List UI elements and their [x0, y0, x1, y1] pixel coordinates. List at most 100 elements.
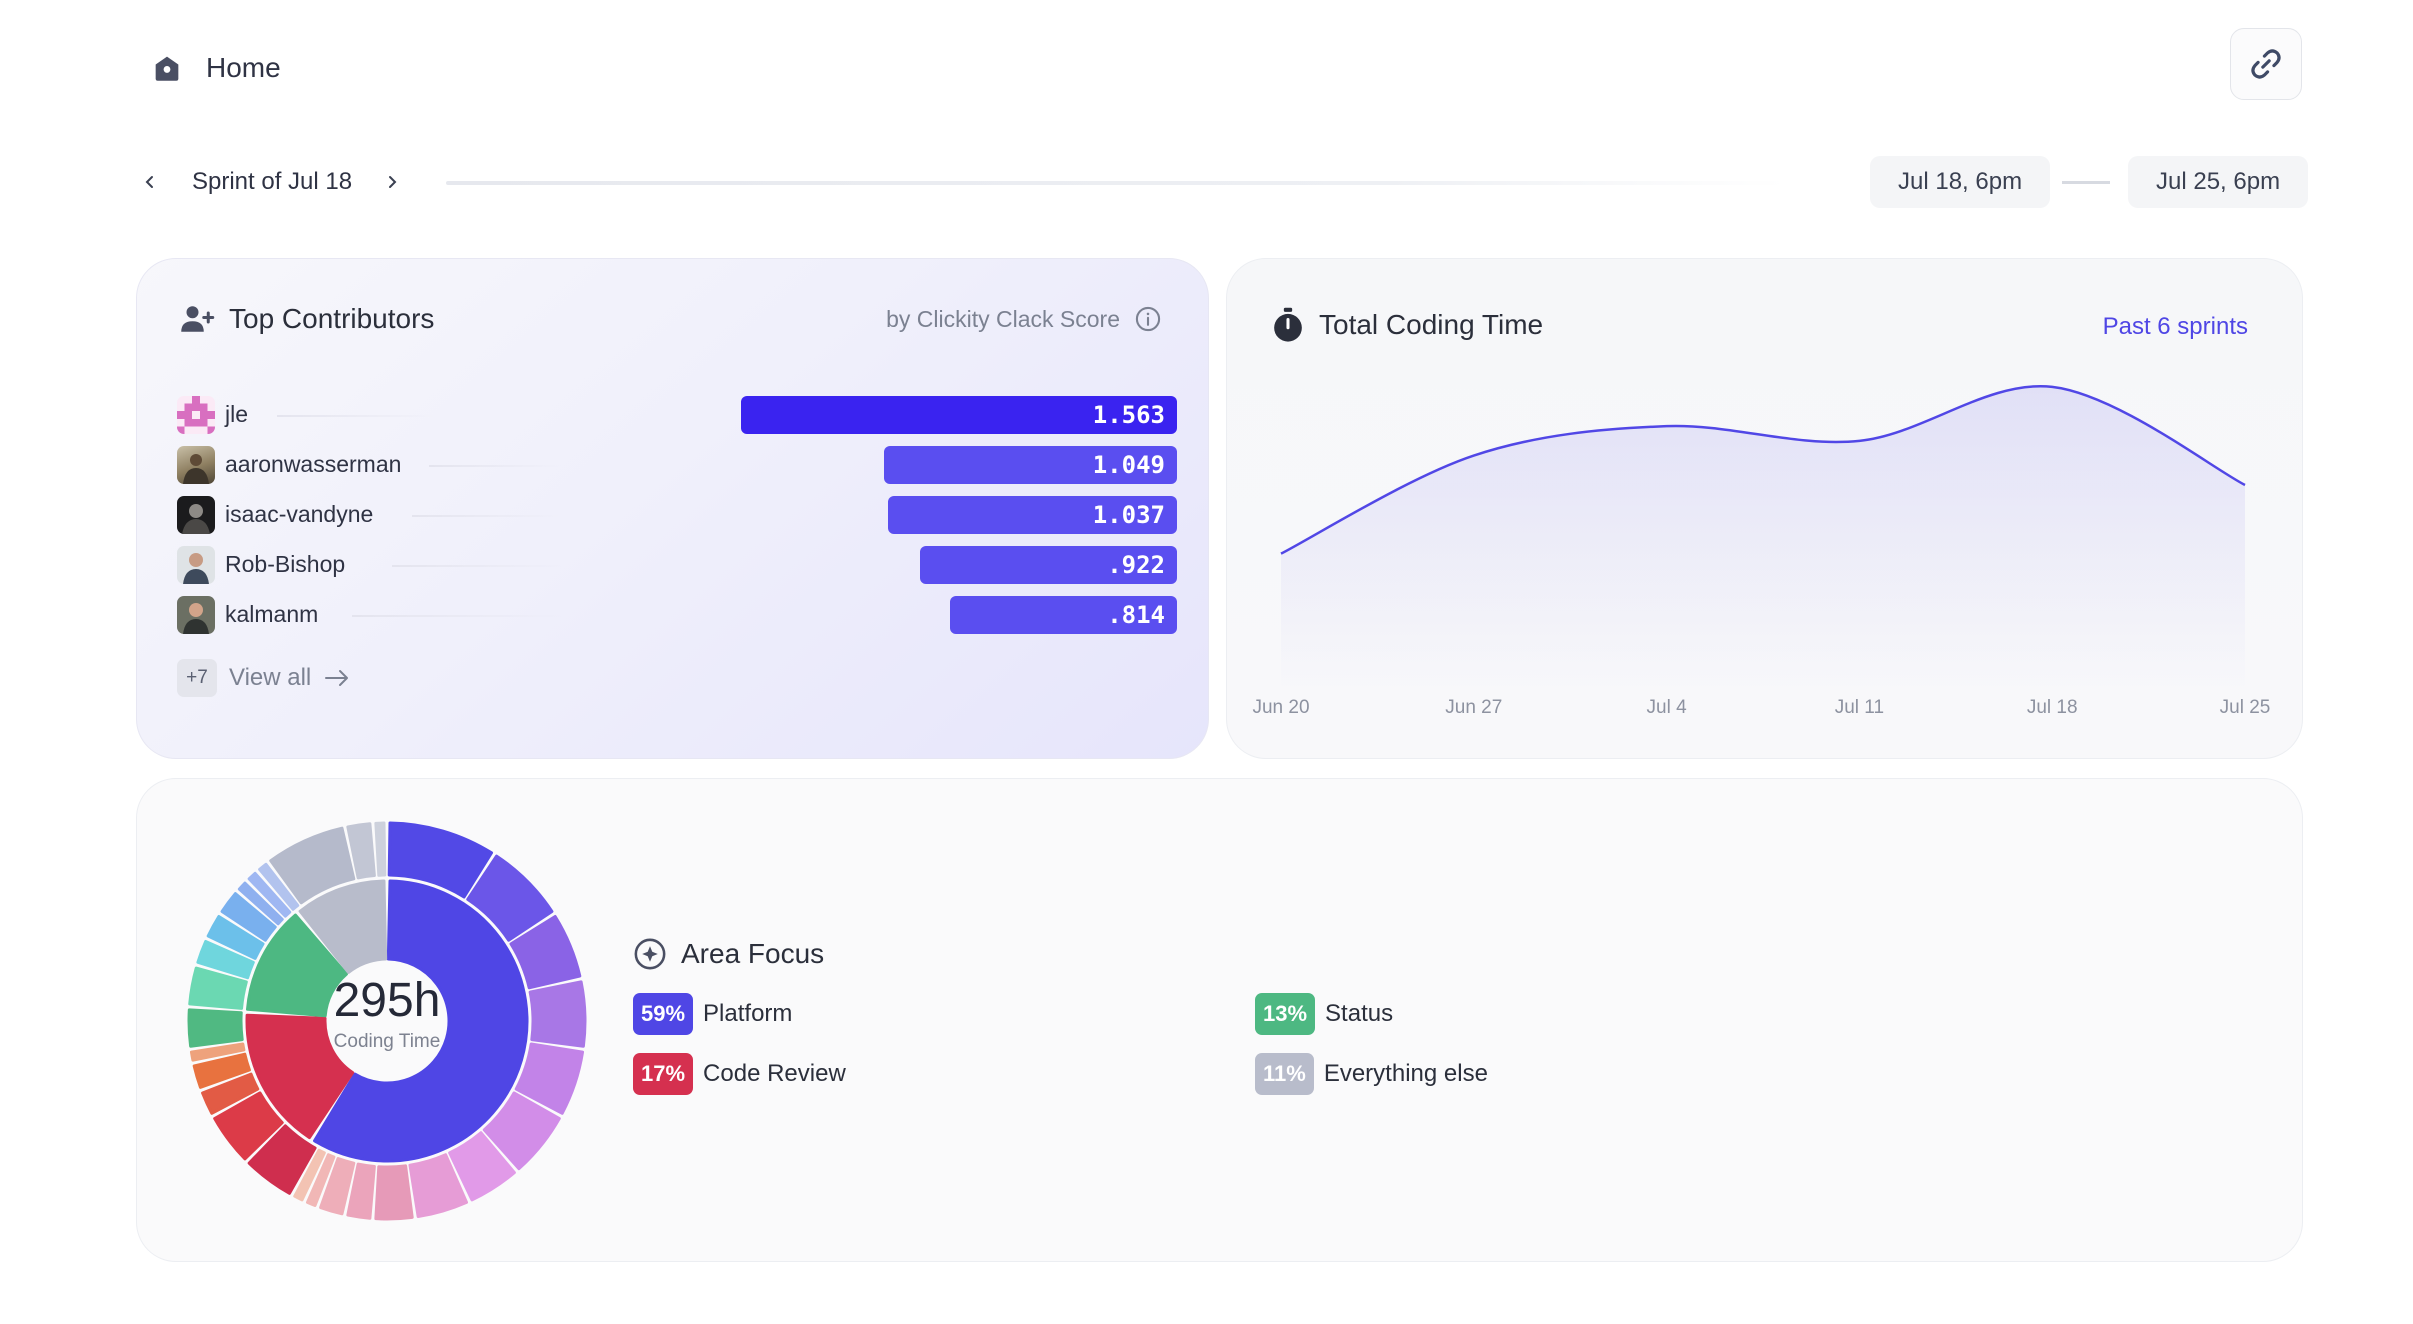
section-title: Area Focus [681, 938, 825, 969]
info-icon[interactable] [1134, 305, 1162, 333]
date-range-separator [2062, 181, 2110, 184]
contributor-name: jle [225, 401, 249, 427]
donut-outer-slice[interactable] [220, 892, 277, 942]
legend-item-status[interactable]: 13% Status [1255, 993, 1393, 1035]
x-tick-label: Jul 4 [1646, 697, 1687, 718]
donut-outer-slice[interactable] [258, 862, 300, 911]
donut-outer-slice[interactable] [293, 1148, 326, 1202]
section-title: Top Contributors [229, 303, 435, 334]
copy-link-button[interactable] [2230, 28, 2302, 100]
score-bar: .814 [949, 596, 1177, 634]
coding-time-chart [1280, 384, 2246, 691]
legend-item-code-review[interactable]: 17% Code Review [633, 1053, 846, 1095]
donut-outer-slice[interactable] [448, 1131, 516, 1202]
next-sprint-button[interactable] [380, 170, 404, 194]
contributor-row[interactable]: kalmanm .814 [177, 596, 1177, 634]
user-plus-icon [181, 306, 215, 332]
total-coding-time-card: Total Coding Time Past 6 sprints Jun 20 … [1226, 258, 2303, 759]
donut-outer-slice[interactable] [346, 1162, 376, 1220]
donut-outer-slice[interactable] [408, 1153, 469, 1219]
donut-outer-slice[interactable] [528, 980, 587, 1048]
coding-time-area [1281, 386, 2245, 691]
home-icon[interactable] [150, 51, 184, 85]
avatar [177, 446, 215, 484]
score-subtitle: by Clickity Clack Score [886, 305, 1162, 333]
legend-label: Platform [703, 1000, 793, 1027]
donut-outer-slice[interactable] [319, 1157, 356, 1216]
donut-outer-slice[interactable] [374, 821, 387, 877]
score-bar: 1.037 [887, 496, 1177, 534]
percent-badge: 59% [633, 993, 694, 1035]
coding-time-title: Total Coding Time [1271, 307, 1543, 343]
contributor-row[interactable]: isaac-vandyne 1.037 [177, 496, 1177, 534]
avatar [177, 546, 215, 584]
donut-outer-slice[interactable] [237, 881, 284, 926]
donut-outer-slice[interactable] [269, 826, 356, 905]
donut-outer-slice[interactable] [247, 871, 292, 918]
x-tick-label: Jun 20 [1252, 697, 1310, 718]
donut-inner-slice[interactable] [298, 879, 388, 974]
legend-label: Code Review [703, 1060, 846, 1087]
donut-outer-slice[interactable] [305, 1153, 336, 1207]
top-contributors-title: Top Contributors [179, 301, 434, 337]
sprint-navigator: Sprint of Jul 18 [138, 156, 404, 208]
contributor-row[interactable]: aaronwasserman 1.049 [177, 446, 1177, 484]
leader-line [277, 415, 437, 417]
area-focus-card: 295h Coding Time Area Focus 59% Platform… [136, 778, 2303, 1262]
coding-time-line [1280, 384, 2246, 555]
donut-outer-slice[interactable] [247, 1124, 317, 1195]
view-all-link[interactable]: +7 View all [177, 659, 351, 697]
percent-badge: 11% [1255, 1053, 1314, 1095]
x-tick-label: Jun 27 [1445, 697, 1503, 718]
donut-outer-slice[interactable] [189, 1042, 246, 1062]
percent-badge: 17% [633, 1053, 694, 1095]
page-title[interactable]: Home [206, 52, 281, 83]
sprint-end-date[interactable]: Jul 25, 6pm [2128, 156, 2309, 208]
donut-outer-slice[interactable] [206, 914, 265, 960]
donut-outer-slice[interactable] [187, 1008, 244, 1048]
previous-sprint-button[interactable] [138, 170, 162, 194]
donut-outer-slice[interactable] [201, 1072, 260, 1115]
chevron-right-icon [389, 176, 397, 188]
header: Home [150, 46, 281, 90]
section-title: Total Coding Time [1319, 309, 1544, 340]
donut-outer-slice[interactable] [192, 1052, 251, 1089]
total-coding-time-label: Coding Time [333, 1031, 441, 1052]
past-sprints-link[interactable]: Past 6 sprints [2102, 313, 2248, 340]
legend-item-everything-else[interactable]: 11% Everything else [1255, 1053, 1488, 1095]
stopwatch-icon [1274, 307, 1302, 342]
donut-outer-slice[interactable] [482, 1091, 561, 1171]
contributor-name: Rob-Bishop [225, 551, 346, 577]
area-focus-donut: 295h Coding Time [187, 821, 587, 1221]
contributor-row[interactable]: jle 1.563 [177, 396, 1177, 434]
sprint-label: Sprint of Jul 18 [192, 168, 353, 195]
donut-outer-slice[interactable] [509, 914, 582, 990]
score-bar: .922 [919, 546, 1177, 584]
donut-outer-slice[interactable] [213, 1091, 284, 1161]
donut-outer-slice[interactable] [466, 854, 554, 942]
x-tick-label: Jul 25 [2219, 697, 2271, 718]
legend-item-platform[interactable]: 59% Platform [633, 993, 792, 1035]
donut-outer-slice[interactable] [514, 1042, 585, 1115]
donut-inner-slice[interactable] [245, 913, 348, 1018]
x-tick-label: Jul 11 [1834, 697, 1885, 718]
donut-inner-slice[interactable] [245, 1013, 355, 1140]
contributor-row[interactable]: Rob-Bishop .922 [177, 546, 1177, 584]
donut-outer-slice[interactable] [374, 1164, 414, 1221]
more-contributors-badge: +7 [177, 659, 217, 697]
donut-inner-slice[interactable] [313, 879, 529, 1163]
total-coding-time: 295h [333, 974, 441, 1027]
percent-badge: 13% [1255, 993, 1316, 1035]
donut-outer-slice[interactable] [387, 821, 494, 899]
sprint-start-date[interactable]: Jul 18, 6pm [1870, 156, 2051, 208]
view-all-label: View all [229, 664, 312, 691]
avatar [177, 396, 215, 434]
donut-outer-slice[interactable] [196, 939, 255, 980]
donut-outer-slice[interactable] [188, 966, 248, 1010]
chevron-left-icon [145, 176, 153, 188]
donut-outer-slice[interactable] [346, 822, 376, 880]
legend-label: Everything else [1323, 1060, 1488, 1087]
legend-label: Status [1325, 1000, 1394, 1027]
link-icon [2251, 49, 2281, 79]
score-method-label: by Clickity Clack Score [886, 305, 1120, 332]
